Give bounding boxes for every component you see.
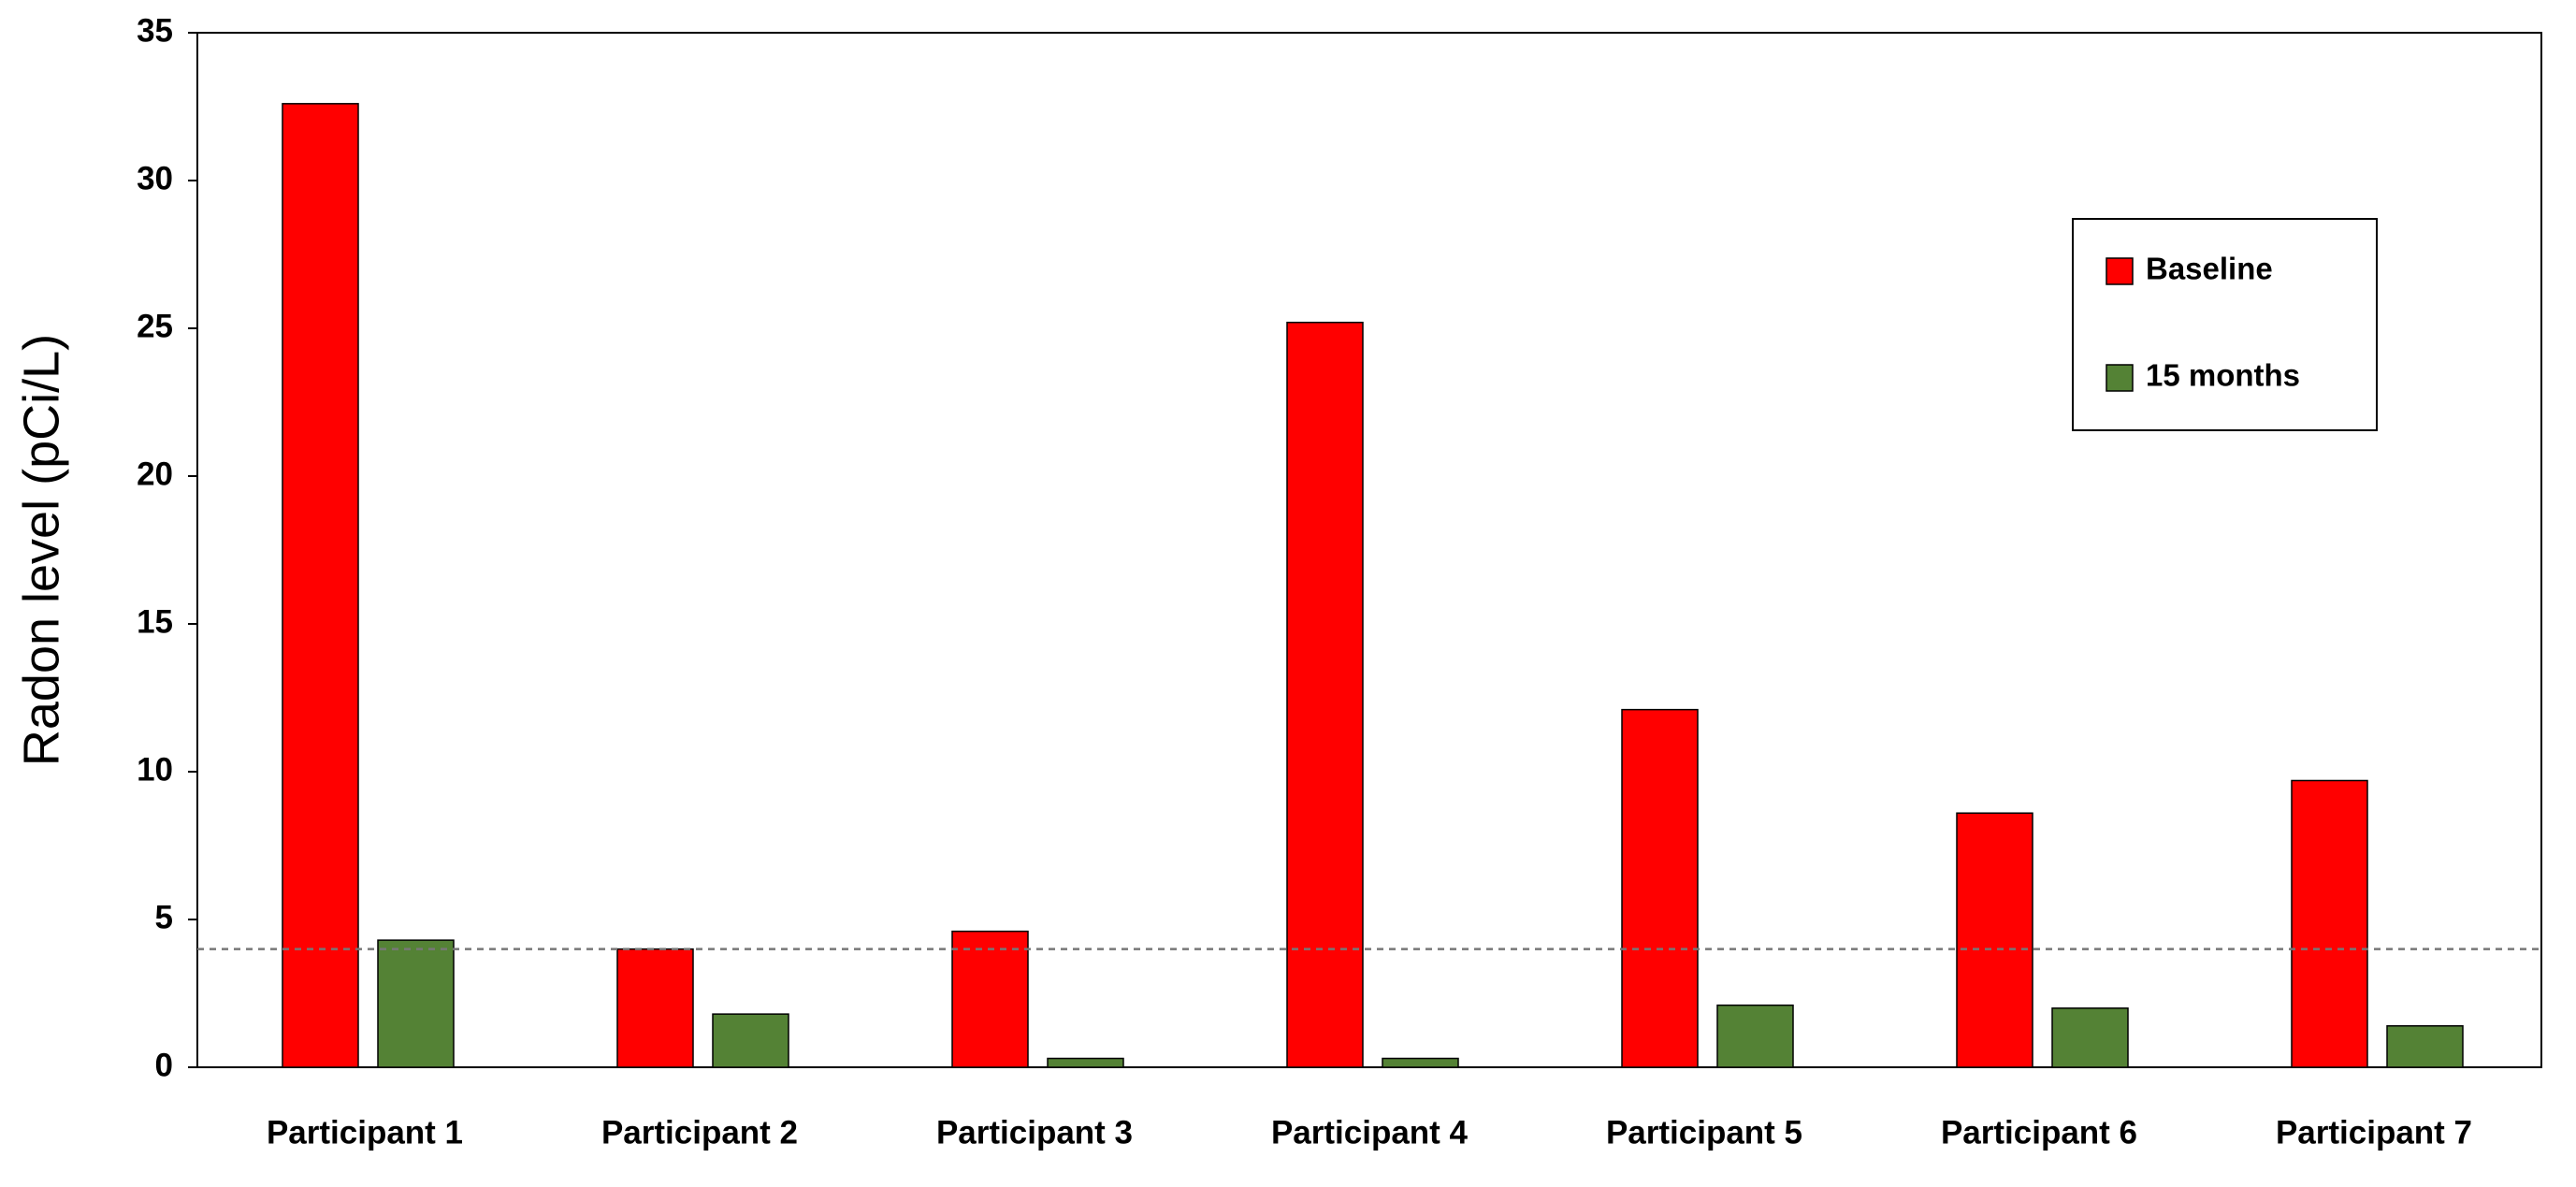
bar	[616, 948, 694, 1068]
legend-label: Baseline	[2146, 252, 2273, 286]
x-tick-label: Participant 5	[1606, 1114, 1802, 1151]
bar	[1716, 1004, 1794, 1068]
legend-swatch	[2106, 364, 2134, 392]
bar	[1382, 1057, 1459, 1068]
bar	[377, 939, 455, 1068]
legend-swatch	[2106, 257, 2134, 285]
bar	[1286, 321, 1364, 1068]
legend-label: 15 months	[2146, 358, 2300, 393]
y-tick-label: 0	[155, 1047, 173, 1083]
y-tick-label: 5	[155, 899, 173, 935]
bar	[2051, 1007, 2129, 1068]
x-tick-label: Participant 1	[267, 1114, 463, 1151]
y-tick-label: 35	[137, 12, 173, 49]
y-tick-label: 10	[137, 751, 173, 788]
x-tick-label: Participant 3	[936, 1114, 1133, 1151]
legend-box	[2072, 218, 2378, 431]
bar	[951, 930, 1029, 1068]
bar	[2291, 779, 2368, 1068]
bar	[1047, 1057, 1124, 1068]
y-axis-label: Radon level (pCi/L)	[13, 334, 69, 766]
x-tick-label: Participant 4	[1271, 1114, 1469, 1151]
x-tick-label: Participant 2	[601, 1114, 798, 1151]
y-tick-label: 20	[137, 456, 173, 492]
y-tick-label: 15	[137, 603, 173, 640]
x-tick-label: Participant 7	[2276, 1114, 2472, 1151]
bar	[1621, 708, 1699, 1068]
bar	[1956, 812, 2033, 1068]
plot-frame	[196, 32, 2542, 1068]
bar	[712, 1013, 789, 1068]
y-tick-label: 25	[137, 308, 173, 344]
y-tick-label: 30	[137, 160, 173, 196]
bar	[2386, 1025, 2464, 1068]
bar	[282, 103, 359, 1068]
x-tick-label: Participant 6	[1941, 1114, 2137, 1151]
